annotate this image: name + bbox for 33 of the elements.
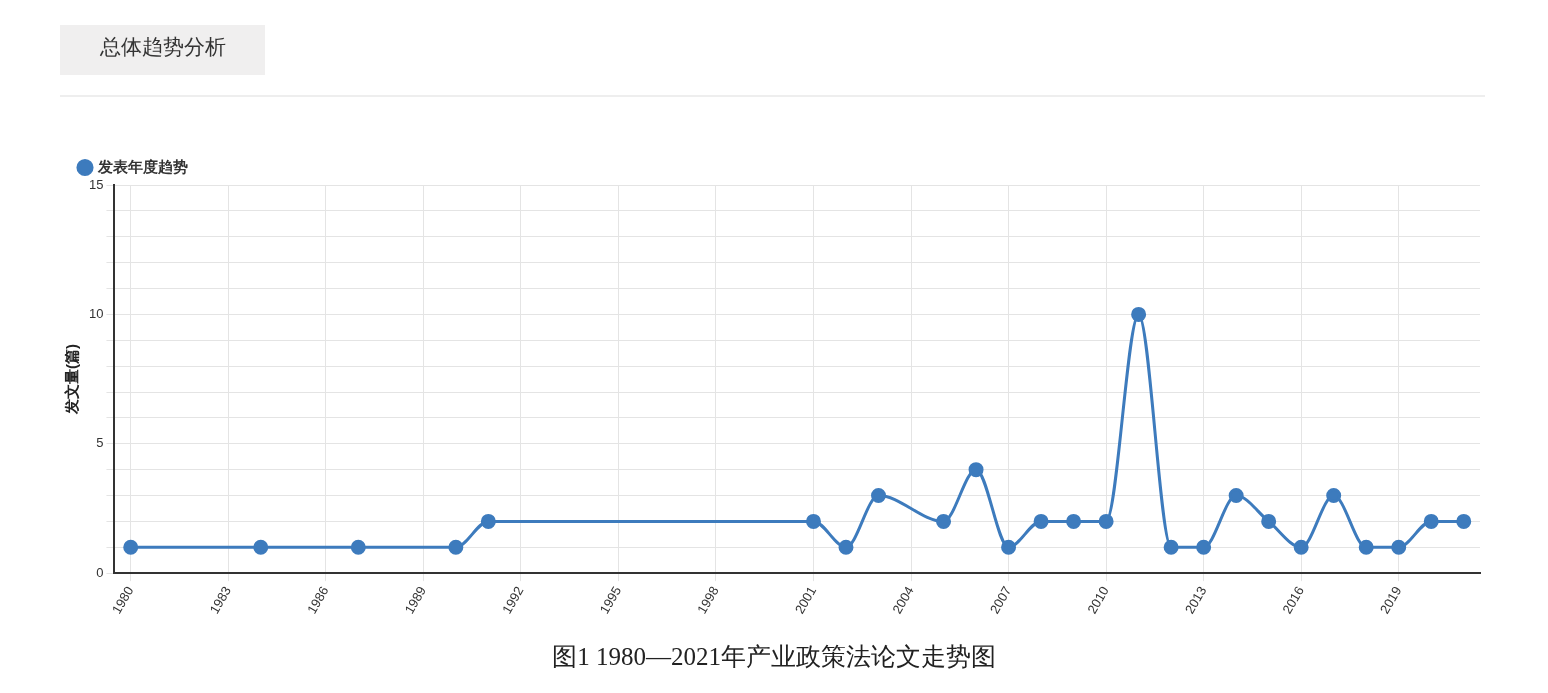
point [1391,539,1407,555]
point [1131,306,1147,322]
point [1098,513,1114,529]
point [253,539,269,555]
legend-label: 发表年度趋势 [96,157,188,175]
point [968,462,984,478]
point [448,539,464,555]
point [1163,539,1179,555]
point [1261,513,1277,529]
point [1423,513,1439,529]
y-axis-title: 发文量(篇) [63,344,81,416]
chart-title: 总体趋势分析 [60,25,265,75]
point [123,539,139,555]
point [871,488,887,504]
point [350,539,366,555]
y-tick-label: 0 [96,564,104,580]
point [1228,488,1244,504]
caption: 图1 1980—2021年产业政策法论文走势图 [551,642,997,672]
point [1326,488,1342,504]
point [936,513,952,529]
point [805,513,821,529]
point [1001,539,1017,555]
point [1033,513,1049,529]
y-tick-label: 15 [88,176,104,192]
point [1456,513,1472,529]
point [1358,539,1374,555]
y-tick-label: 5 [96,435,104,451]
point [1066,513,1082,529]
point [1196,539,1212,555]
point [1293,539,1309,555]
y-tick-label: 10 [88,305,104,321]
point [838,539,854,555]
point [480,513,496,529]
